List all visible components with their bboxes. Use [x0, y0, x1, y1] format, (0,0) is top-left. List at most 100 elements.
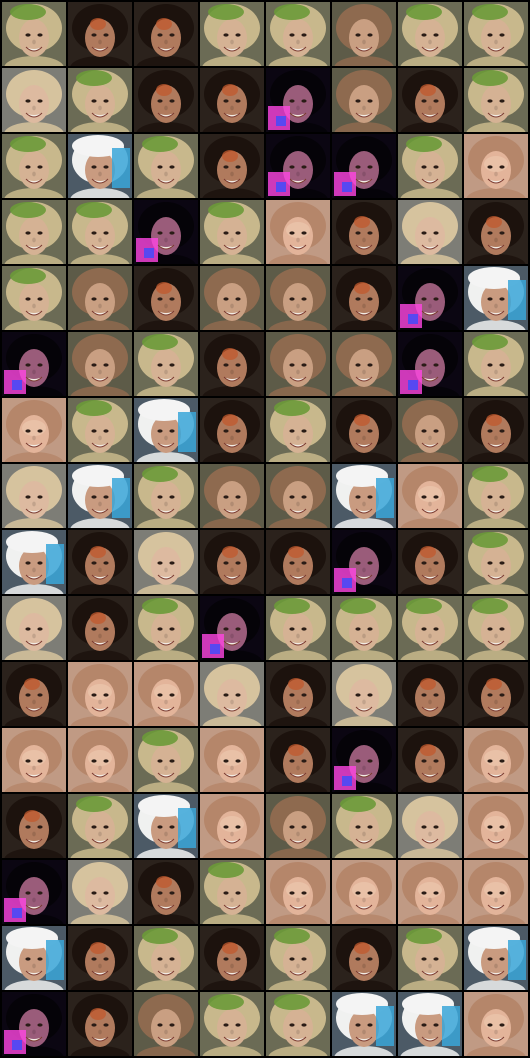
- face-tile: [200, 596, 264, 660]
- face-tile: [398, 68, 462, 132]
- face-image: [200, 464, 264, 528]
- face-tile: [200, 860, 264, 924]
- face-image: [68, 926, 132, 990]
- face-tile: [332, 266, 396, 330]
- face-image: [464, 266, 528, 330]
- face-tile: [464, 398, 528, 462]
- face-tile: [2, 926, 66, 990]
- face-tile: [68, 200, 132, 264]
- face-tile: [68, 266, 132, 330]
- face-tile: [2, 134, 66, 198]
- face-tile: [2, 794, 66, 858]
- face-image: [200, 266, 264, 330]
- face-image: [464, 464, 528, 528]
- face-tile: [200, 266, 264, 330]
- face-tile: [266, 728, 330, 792]
- face-image: [464, 332, 528, 396]
- face-image: [2, 332, 66, 396]
- face-image: [398, 860, 462, 924]
- face-image: [266, 464, 330, 528]
- face-image: [134, 134, 198, 198]
- face-image: [266, 266, 330, 330]
- face-image: [68, 398, 132, 462]
- face-tile: [398, 530, 462, 594]
- face-image: [398, 662, 462, 726]
- face-tile: [332, 926, 396, 990]
- face-tile: [200, 2, 264, 66]
- face-tile: [2, 2, 66, 66]
- face-image: [68, 200, 132, 264]
- face-tile: [2, 596, 66, 660]
- face-tile: [332, 530, 396, 594]
- face-image: [68, 728, 132, 792]
- face-tile: [200, 464, 264, 528]
- face-tile: [266, 332, 330, 396]
- face-tile: [332, 68, 396, 132]
- face-tile: [464, 926, 528, 990]
- face-image: [134, 332, 198, 396]
- face-image: [464, 530, 528, 594]
- face-image: [2, 728, 66, 792]
- face-tile: [68, 398, 132, 462]
- face-image: [266, 794, 330, 858]
- face-tile: [398, 134, 462, 198]
- face-tile: [266, 530, 330, 594]
- face-tile: [2, 662, 66, 726]
- face-image: [200, 926, 264, 990]
- face-image: [2, 926, 66, 990]
- face-image: [134, 596, 198, 660]
- face-image: [200, 332, 264, 396]
- face-tile: [2, 68, 66, 132]
- face-image: [68, 2, 132, 66]
- face-image: [200, 860, 264, 924]
- face-tile: [2, 728, 66, 792]
- face-image: [398, 728, 462, 792]
- face-image: [2, 2, 66, 66]
- face-tile: [68, 992, 132, 1056]
- face-image: [464, 2, 528, 66]
- face-tile: [266, 794, 330, 858]
- face-image: [200, 530, 264, 594]
- face-image: [134, 266, 198, 330]
- face-image: [398, 992, 462, 1056]
- face-tile: [332, 860, 396, 924]
- face-image: [398, 134, 462, 198]
- face-image: [68, 662, 132, 726]
- face-image: [464, 662, 528, 726]
- face-image: [200, 134, 264, 198]
- face-image: [2, 266, 66, 330]
- face-tile: [464, 464, 528, 528]
- face-tile: [134, 464, 198, 528]
- face-image: [68, 332, 132, 396]
- face-tile: [398, 266, 462, 330]
- face-image: [2, 992, 66, 1056]
- face-image: [2, 794, 66, 858]
- face-tile: [464, 68, 528, 132]
- face-image: [134, 728, 198, 792]
- face-image: [464, 134, 528, 198]
- face-image: [2, 68, 66, 132]
- face-tile: [134, 134, 198, 198]
- face-image: [332, 728, 396, 792]
- face-image: [266, 662, 330, 726]
- face-tile: [134, 596, 198, 660]
- face-tile: [200, 332, 264, 396]
- face-tile: [398, 794, 462, 858]
- face-image: [332, 464, 396, 528]
- face-image: [266, 200, 330, 264]
- face-tile: [464, 332, 528, 396]
- face-image: [68, 596, 132, 660]
- face-tile: [68, 662, 132, 726]
- face-image: [200, 2, 264, 66]
- face-image: [398, 398, 462, 462]
- face-tile: [266, 398, 330, 462]
- face-tile: [332, 134, 396, 198]
- face-tile: [200, 662, 264, 726]
- face-tile: [2, 266, 66, 330]
- face-tile: [2, 530, 66, 594]
- face-image: [266, 398, 330, 462]
- face-image: [464, 398, 528, 462]
- face-image: [68, 266, 132, 330]
- face-tile: [464, 662, 528, 726]
- face-image: [398, 200, 462, 264]
